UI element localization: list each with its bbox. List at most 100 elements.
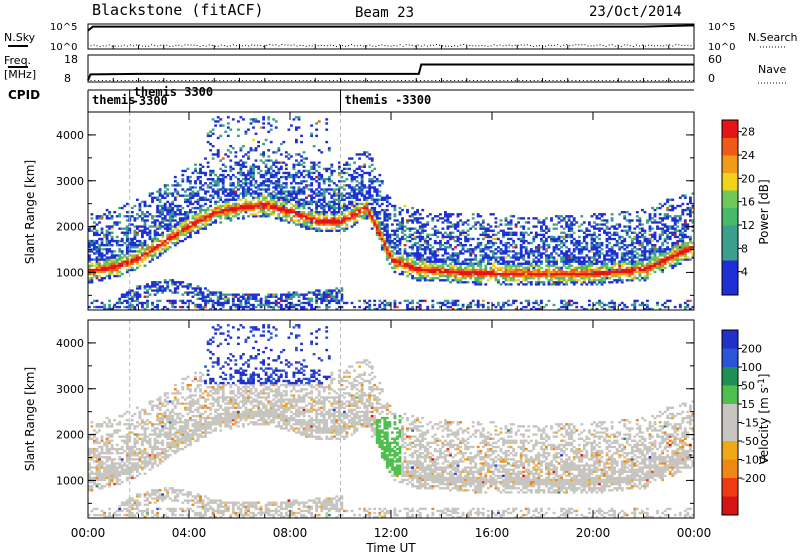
power-cell [449, 246, 452, 249]
power-cell [209, 194, 213, 197]
power-cell [464, 268, 468, 272]
power-cell [247, 182, 250, 185]
power-cell [204, 305, 207, 309]
power-cell [176, 237, 180, 241]
power-cell [575, 268, 579, 272]
nave-point [196, 80, 198, 81]
power-cell [153, 233, 157, 237]
power-cell [327, 175, 331, 179]
power-cell [532, 305, 536, 309]
power-cell [264, 215, 268, 218]
power-cell [585, 244, 589, 247]
power-cell [489, 246, 493, 249]
power-cell [307, 297, 311, 300]
power-cell [388, 262, 392, 265]
power-cell [423, 237, 427, 241]
power-cell [365, 215, 369, 218]
power-cell [532, 266, 536, 270]
power-cell [221, 157, 225, 160]
power-cell [504, 283, 508, 286]
power-cell [146, 211, 149, 214]
power-cell [178, 281, 182, 284]
power-cell [406, 254, 409, 257]
power-cell [120, 272, 124, 276]
power-cell [130, 260, 134, 263]
power-cell [156, 233, 160, 237]
power-cell [338, 291, 341, 294]
power-cell [264, 196, 268, 199]
power-cell [532, 274, 536, 278]
nave-point [272, 80, 274, 81]
power-cell [297, 221, 301, 224]
power-cell [542, 248, 546, 251]
power-cell [509, 244, 513, 247]
power-cell [310, 202, 314, 206]
power-cell [95, 258, 99, 261]
power-cell [302, 305, 306, 309]
power-cell [189, 192, 192, 195]
power-cell [370, 219, 374, 222]
power-cell [330, 188, 334, 191]
power-cell [547, 254, 551, 257]
power-cell [224, 295, 228, 298]
power-cell [295, 200, 298, 204]
power-cell [269, 198, 273, 201]
power-cell [95, 241, 99, 245]
power-cell [593, 244, 596, 247]
power-cell [115, 223, 119, 226]
power-cell [234, 202, 238, 206]
power-cell [264, 200, 268, 204]
power-cell [545, 231, 548, 234]
power-cell [368, 165, 372, 168]
power-cell [267, 149, 271, 152]
power-cell [277, 196, 281, 199]
power-cell [580, 272, 584, 276]
power-cell [237, 293, 240, 296]
power-cell [267, 186, 271, 189]
power-cell [439, 231, 442, 234]
power-cell [178, 283, 182, 286]
power-cell [297, 299, 301, 303]
power-cell [355, 153, 359, 156]
power-cell [481, 258, 485, 261]
power-cell [88, 264, 91, 267]
power-cell [499, 268, 503, 272]
power-cell [332, 223, 336, 226]
power-cell [224, 198, 228, 201]
power-cell [201, 227, 205, 230]
power-cell [229, 208, 233, 212]
power-cell [497, 256, 500, 259]
power-cell [247, 178, 250, 181]
power-cell [143, 231, 147, 234]
power-cell [171, 283, 175, 286]
power-cell [194, 186, 197, 189]
nsearch-point [387, 45, 389, 47]
power-cell [125, 299, 129, 303]
power-cell [590, 237, 594, 241]
power-cell [464, 270, 468, 274]
power-cell [272, 163, 276, 166]
power-cell [504, 256, 508, 259]
power-cell [204, 211, 207, 214]
power-cell [572, 301, 576, 305]
power-cell [244, 204, 248, 208]
power-cell [269, 192, 273, 195]
power-cell [476, 281, 480, 284]
power-cell [209, 307, 213, 311]
power-cell [423, 252, 427, 255]
power-cell [300, 305, 303, 309]
power-cell [196, 178, 200, 181]
power-cell [335, 219, 339, 222]
nave-point [624, 80, 626, 81]
power-cell [249, 184, 253, 187]
power-cell [519, 225, 523, 228]
power-cell [206, 161, 210, 164]
power-cell [466, 258, 470, 261]
power-cell [494, 270, 498, 274]
power-cell [194, 167, 197, 171]
nsearch-point [669, 44, 671, 46]
power-cell [108, 262, 112, 265]
power-cell [100, 217, 104, 220]
power-cell [221, 208, 225, 212]
